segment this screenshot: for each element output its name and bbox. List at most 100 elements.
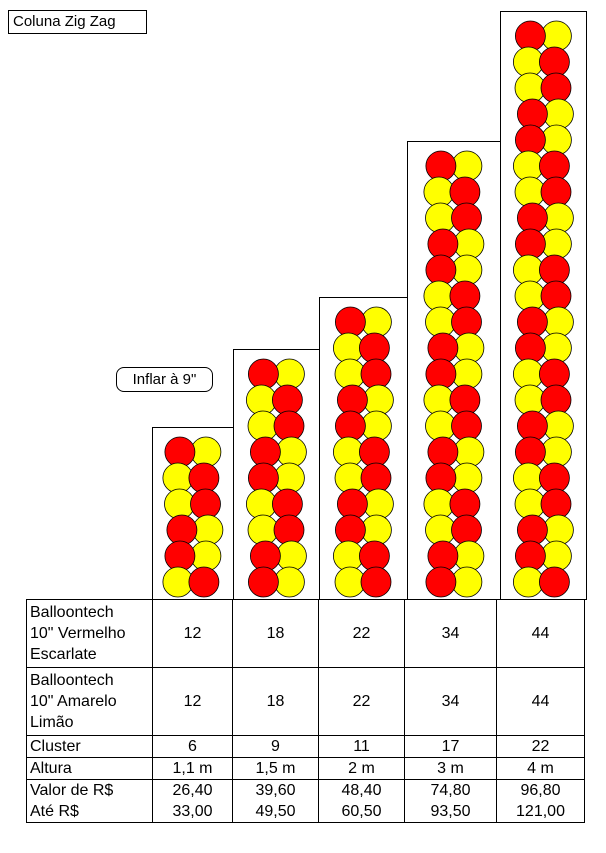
yellow-balloon (162, 462, 194, 494)
cell: 22 (318, 667, 405, 736)
red-balloon (515, 540, 546, 572)
cell: 9 (232, 735, 319, 758)
yellow-balloon (275, 436, 307, 468)
red-balloon (540, 72, 572, 104)
balloon-column (152, 427, 234, 600)
cell: 18 (232, 667, 319, 736)
red-balloon (247, 462, 279, 494)
red-balloon (449, 280, 481, 312)
diagram-title: Coluna Zig Zag (8, 10, 147, 34)
red-balloon (540, 384, 572, 416)
yellow-balloon (362, 488, 394, 520)
red-balloon (427, 332, 459, 364)
yellow-balloon (275, 540, 307, 572)
cell: 4 m (496, 757, 585, 780)
cell: 1,1 m (152, 757, 233, 780)
red-balloon (164, 540, 196, 572)
yellow-balloon (423, 488, 455, 520)
yellow-balloon (543, 514, 574, 546)
cell: 11 (318, 735, 405, 758)
red-balloon (515, 124, 546, 156)
yellow-balloon (247, 514, 279, 546)
yellow-balloon (334, 462, 366, 494)
cell: 3 m (404, 757, 497, 780)
cell: 22 (496, 735, 585, 758)
red-balloon (247, 358, 279, 390)
balloon-column (233, 349, 320, 600)
cell: 22 (318, 599, 405, 668)
cell: 6 (152, 735, 233, 758)
inflate-note: Inflar à 9" (116, 367, 213, 392)
balloon-column (319, 297, 408, 600)
red-balloon (164, 436, 196, 468)
cell: 2 m (318, 757, 405, 780)
red-balloon (539, 462, 570, 494)
red-balloon (451, 202, 482, 234)
red-balloon (515, 228, 546, 260)
yellow-balloon (514, 488, 546, 520)
yellow-balloon (541, 124, 572, 156)
yellow-balloon (425, 514, 456, 546)
red-balloon (451, 410, 482, 442)
yellow-balloon (425, 306, 456, 338)
table-row: Cluster 6 9 11 17 22 (26, 735, 585, 758)
red-balloon (449, 384, 481, 416)
red-balloon (247, 566, 279, 598)
red-balloon (515, 332, 546, 364)
red-balloon (540, 280, 572, 312)
yellow-balloon (334, 566, 366, 598)
row-label-yellow: Balloontech 10" Amarelo Limão (26, 667, 153, 736)
spec-table: Balloontech 10" Vermelho Escarlate 12 18… (26, 599, 585, 823)
red-balloon (425, 150, 457, 182)
cell: 39,60 49,50 (232, 779, 319, 823)
row-label-price: Valor de R$ Até R$ (26, 779, 153, 823)
yellow-balloon (273, 358, 305, 390)
yellow-balloon (273, 566, 305, 598)
yellow-balloon (360, 514, 392, 546)
cell: 44 (496, 599, 585, 668)
red-balloon (360, 566, 392, 598)
cell: 12 (152, 667, 233, 736)
table-row: Balloontech 10" Amarelo Limão 12 18 22 3… (26, 667, 585, 736)
row-label-cluster: Cluster (26, 735, 153, 758)
yellow-balloon (453, 540, 485, 572)
yellow-balloon (190, 540, 222, 572)
yellow-balloon (451, 358, 483, 390)
yellow-balloon (192, 514, 224, 546)
yellow-balloon (451, 462, 483, 494)
red-balloon (451, 306, 482, 338)
red-balloon (188, 462, 220, 494)
yellow-balloon (332, 436, 364, 468)
yellow-balloon (451, 150, 483, 182)
red-balloon (334, 410, 366, 442)
yellow-balloon (453, 332, 485, 364)
red-balloon (515, 436, 546, 468)
red-balloon (336, 488, 368, 520)
yellow-balloon (332, 540, 364, 572)
cell: 12 (152, 599, 233, 668)
yellow-balloon (247, 410, 279, 442)
cell: 1,5 m (232, 757, 319, 780)
red-balloon (539, 358, 570, 390)
yellow-balloon (513, 462, 544, 494)
yellow-balloon (543, 410, 574, 442)
row-label-red: Balloontech 10" Vermelho Escarlate (26, 599, 153, 668)
red-balloon (449, 176, 481, 208)
red-balloon (273, 410, 305, 442)
red-balloon (425, 462, 457, 494)
red-balloon (190, 488, 221, 520)
yellow-balloon (541, 436, 572, 468)
yellow-balloon (514, 72, 546, 104)
red-balloon (540, 488, 572, 520)
yellow-balloon (513, 150, 544, 182)
table-row: Valor de R$ Até R$ 26,40 33,00 39,60 49,… (26, 779, 585, 823)
yellow-balloon (453, 436, 485, 468)
row-label-height: Altura (26, 757, 153, 780)
red-balloon (249, 540, 281, 572)
red-balloon (517, 306, 548, 338)
red-balloon (249, 436, 281, 468)
red-balloon (358, 436, 390, 468)
yellow-balloon (425, 410, 456, 442)
cell: 26,40 33,00 (152, 779, 233, 823)
yellow-balloon (453, 228, 485, 260)
